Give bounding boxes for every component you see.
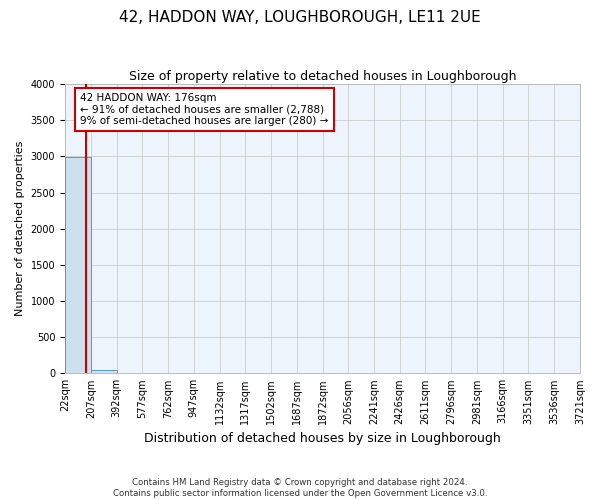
- Y-axis label: Number of detached properties: Number of detached properties: [15, 141, 25, 316]
- Title: Size of property relative to detached houses in Loughborough: Size of property relative to detached ho…: [129, 70, 516, 83]
- X-axis label: Distribution of detached houses by size in Loughborough: Distribution of detached houses by size …: [144, 432, 501, 445]
- Text: 42, HADDON WAY, LOUGHBOROUGH, LE11 2UE: 42, HADDON WAY, LOUGHBOROUGH, LE11 2UE: [119, 10, 481, 25]
- Text: 42 HADDON WAY: 176sqm
← 91% of detached houses are smaller (2,788)
9% of semi-de: 42 HADDON WAY: 176sqm ← 91% of detached …: [80, 93, 329, 126]
- Bar: [116, 372, 142, 374]
- Bar: [65, 158, 91, 374]
- Text: Contains HM Land Registry data © Crown copyright and database right 2024.
Contai: Contains HM Land Registry data © Crown c…: [113, 478, 487, 498]
- Bar: [91, 370, 116, 374]
